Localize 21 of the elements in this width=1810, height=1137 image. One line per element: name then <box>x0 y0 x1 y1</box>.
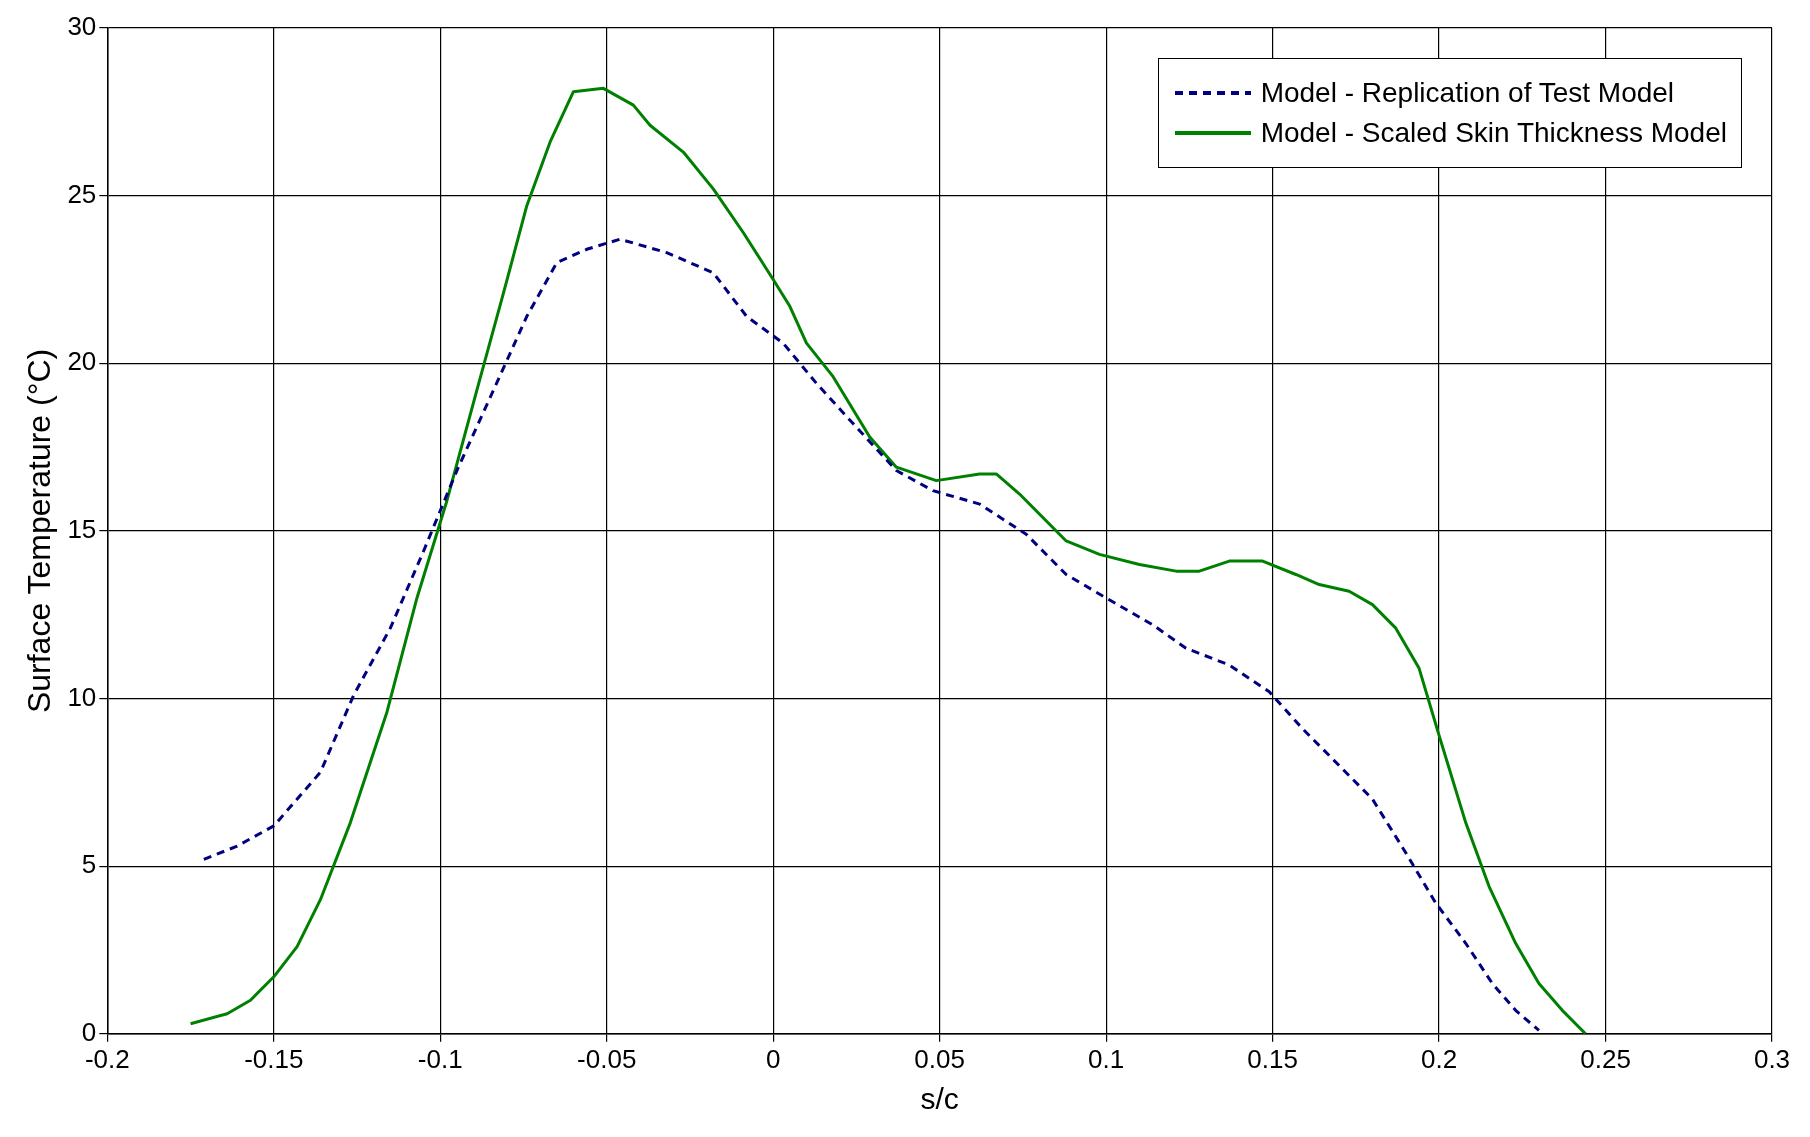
legend-label: Model - Replication of Test Model <box>1260 77 1675 109</box>
x-tick-label: 0.2 <box>1420 1043 1458 1074</box>
x-axis-title: s/c <box>920 1082 959 1116</box>
x-tick-label: -0.15 <box>244 1043 304 1074</box>
x-tick-label: -0.05 <box>577 1043 637 1074</box>
x-tick-label: 0.15 <box>1247 1043 1298 1074</box>
y-tick-label: 20 <box>67 346 97 377</box>
x-tick-label: 0.3 <box>1753 1043 1791 1074</box>
y-tick-label: 30 <box>67 11 97 42</box>
x-tick-label: 0.25 <box>1580 1043 1631 1074</box>
x-tick-label: -0.1 <box>417 1043 463 1074</box>
legend-label: Model - Scaled Skin Thickness Model <box>1260 117 1727 149</box>
y-tick-label: 25 <box>67 178 97 209</box>
x-tick-label: 0.05 <box>914 1043 965 1074</box>
y-tick-label: 5 <box>81 849 97 880</box>
y-tick-label: 10 <box>67 681 97 712</box>
line-series <box>202 237 1541 1032</box>
y-tick-label: 15 <box>67 514 97 545</box>
x-tick-label: 0.1 <box>1088 1043 1125 1074</box>
x-tick-label: 0 <box>765 1043 781 1074</box>
y-axis-title: Surface Temperature (°C) <box>21 348 58 714</box>
